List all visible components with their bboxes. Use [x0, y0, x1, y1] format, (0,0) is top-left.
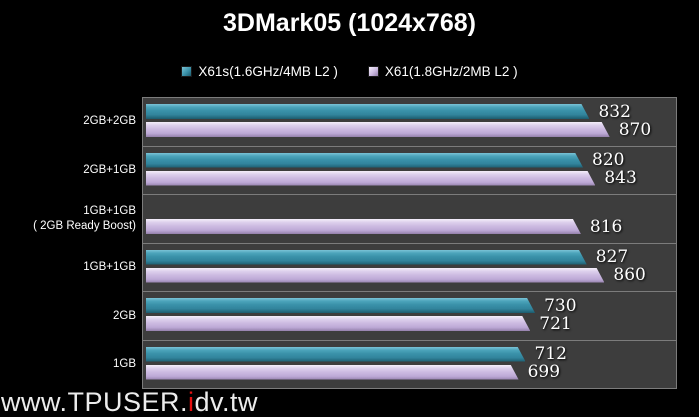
- bar-x61s: [146, 298, 535, 313]
- legend-label-x61s: X61s(1.6GHz/4MB L2 ): [198, 64, 338, 79]
- group-row: 730 721: [143, 292, 676, 341]
- category-label-line: 1GB: [112, 358, 136, 371]
- bar-x61: [146, 219, 581, 234]
- group-row: 832 870: [143, 98, 676, 147]
- watermark-suffix: dv.tw: [194, 387, 259, 417]
- category-axis: 2GB+2GB 2GB+1GB 1GB+1GB( 2GB Ready Boost) 1…: [0, 97, 136, 389]
- legend-swatch-teal-icon: [181, 66, 193, 77]
- bar-x61: [146, 316, 530, 331]
- category-label: 2GB+2GB: [0, 97, 136, 146]
- plot-area: 832 870 820 843 816 827 860 730 721 712 699: [142, 97, 677, 389]
- category-label: 2GB+1GB: [0, 146, 136, 195]
- legend-item-x61s: X61s(1.6GHz/4MB L2 ): [181, 64, 338, 79]
- group-row: 827 860: [143, 244, 676, 292]
- bar-value-label: 820: [592, 150, 625, 170]
- bar-value-label: 860: [613, 265, 646, 285]
- category-label: 1GB: [0, 340, 136, 389]
- category-label-line: 2GB+1GB: [83, 163, 136, 176]
- bar-x61s: [146, 250, 587, 265]
- legend-swatch-purple-icon: [367, 66, 379, 77]
- group-row: 816: [143, 195, 676, 244]
- bar-value-label: 730: [544, 295, 577, 316]
- category-label: 2GB: [0, 292, 136, 341]
- category-label-line: 1GB+1GB: [83, 204, 136, 217]
- bar-x61s: [146, 153, 583, 168]
- legend-label-x61: X61(1.8GHz/2MB L2 ): [384, 64, 518, 79]
- category-label-line: 2GB+2GB: [83, 114, 136, 127]
- group-row: 712 699: [143, 341, 676, 389]
- category-label-line: 1GB+1GB: [83, 260, 136, 273]
- category-label-line: ( 2GB Ready Boost): [33, 219, 136, 232]
- category-label: 1GB+1GB ( 2GB Ready Boost): [0, 194, 136, 243]
- bar-x61: [146, 365, 519, 380]
- watermark: www.TPUSER.idv.tw: [1, 389, 258, 416]
- group-row: 820 843: [143, 147, 676, 195]
- bar-value-label: 721: [539, 313, 572, 334]
- bar-x61s: [146, 347, 525, 362]
- watermark-accent: i: [188, 387, 195, 417]
- bar-x61: [146, 171, 595, 186]
- bar-value-label: 827: [595, 247, 629, 267]
- bar-x61s: [146, 104, 589, 119]
- watermark-prefix: www.TPUSER.: [1, 387, 189, 417]
- chart-title: 3DMark05 (1024x768): [223, 9, 476, 37]
- bar-value-label: 870: [618, 119, 652, 140]
- bar-value-label: 699: [527, 362, 561, 382]
- bar-x61: [146, 122, 610, 137]
- legend: X61s(1.6GHz/4MB L2 ) X61(1.8GHz/2MB L2 ): [0, 64, 699, 79]
- bar-value-label: 832: [598, 101, 631, 122]
- bar-value-label: 816: [589, 216, 623, 237]
- legend-item-x61: X61(1.8GHz/2MB L2 ): [367, 64, 518, 79]
- category-label-line: 2GB: [112, 309, 136, 322]
- bar-value-label: 843: [604, 168, 637, 188]
- bar-x61: [146, 268, 604, 283]
- bar-value-label: 712: [534, 344, 567, 364]
- category-label: 1GB+1GB: [0, 243, 136, 292]
